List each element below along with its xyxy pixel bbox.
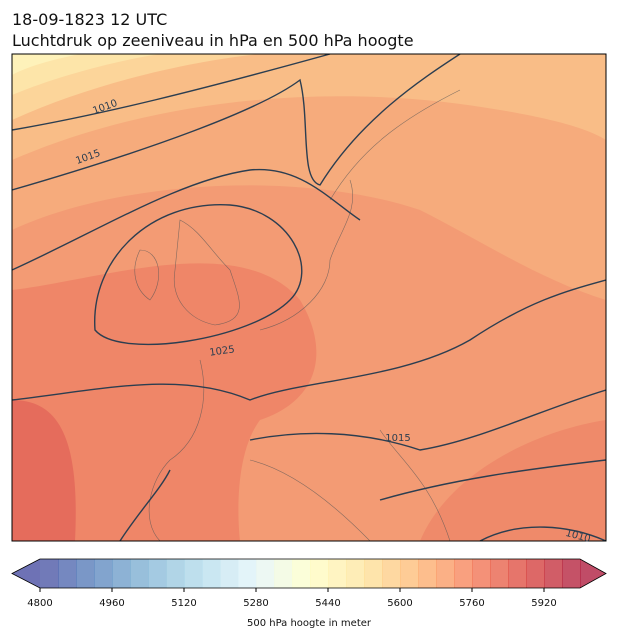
- colorbar-band: [148, 559, 167, 588]
- colorbar-band: [454, 559, 473, 588]
- colorbar-extend-low: [12, 559, 40, 588]
- subtitle: Luchtdruk op zeeniveau in hPa en 500 hPa…: [12, 31, 414, 50]
- colorbar-band: [418, 559, 437, 588]
- colorbar-band: [112, 559, 131, 588]
- colorbar-band: [184, 559, 203, 588]
- colorbar-band: [346, 559, 365, 588]
- colorbar-band: [166, 559, 185, 588]
- colorbar-band: [328, 559, 347, 588]
- colorbar-band: [490, 559, 509, 588]
- colorbar-band: [364, 559, 383, 588]
- title: 18-09-1823 12 UTC: [12, 10, 167, 29]
- colorbar-tick-label: 5120: [171, 598, 196, 609]
- colorbar-tick-label: 4800: [27, 598, 52, 609]
- colorbar-outline: [11, 558, 607, 589]
- colorbar-band: [436, 559, 455, 588]
- colorbar-tick-label: 5440: [315, 598, 340, 609]
- colorbar-band: [76, 559, 95, 588]
- isobar-label: 1015: [385, 433, 410, 444]
- colorbar-band: [292, 559, 311, 588]
- colorbar-band: [274, 559, 293, 588]
- colorbar-band: [202, 559, 221, 588]
- colorbar-band: [94, 559, 113, 588]
- map-frame: [11, 53, 607, 542]
- colorbar-tick-label: 5760: [459, 598, 484, 609]
- colorbar-band: [382, 559, 401, 588]
- colorbar-tick-label: 5600: [387, 598, 412, 609]
- colorbar-extend-high: [580, 559, 606, 588]
- isobar-label: 1025: [209, 344, 236, 358]
- colorbar-band: [40, 559, 59, 588]
- colorbar-band: [238, 559, 257, 588]
- colorbar-band: [256, 559, 275, 588]
- colorbar-tick-label: 4960: [99, 598, 124, 609]
- colorbar-tick-label: 5280: [243, 598, 268, 609]
- colorbar: 4800 4960 5120 5280 5440 5600 5760 5920: [11, 558, 607, 609]
- colorbar-band: [472, 559, 491, 588]
- colorbar-band: [400, 559, 419, 588]
- map: [12, 54, 606, 541]
- isobar-labels: 1010 1015 1025 1015 1010: [74, 98, 591, 545]
- colorbar-tick-label: 5920: [531, 598, 556, 609]
- colorbar-label: 500 hPa hoogte in meter: [247, 618, 372, 629]
- colorbar-band: [310, 559, 329, 588]
- colorbar-band: [526, 559, 545, 588]
- colorbar-band: [544, 559, 563, 588]
- colorbar-band: [220, 559, 239, 588]
- colorbar-band: [130, 559, 149, 588]
- colorbar-band: [508, 559, 527, 588]
- colorbar-band: [562, 559, 581, 588]
- colorbar-band: [58, 559, 77, 588]
